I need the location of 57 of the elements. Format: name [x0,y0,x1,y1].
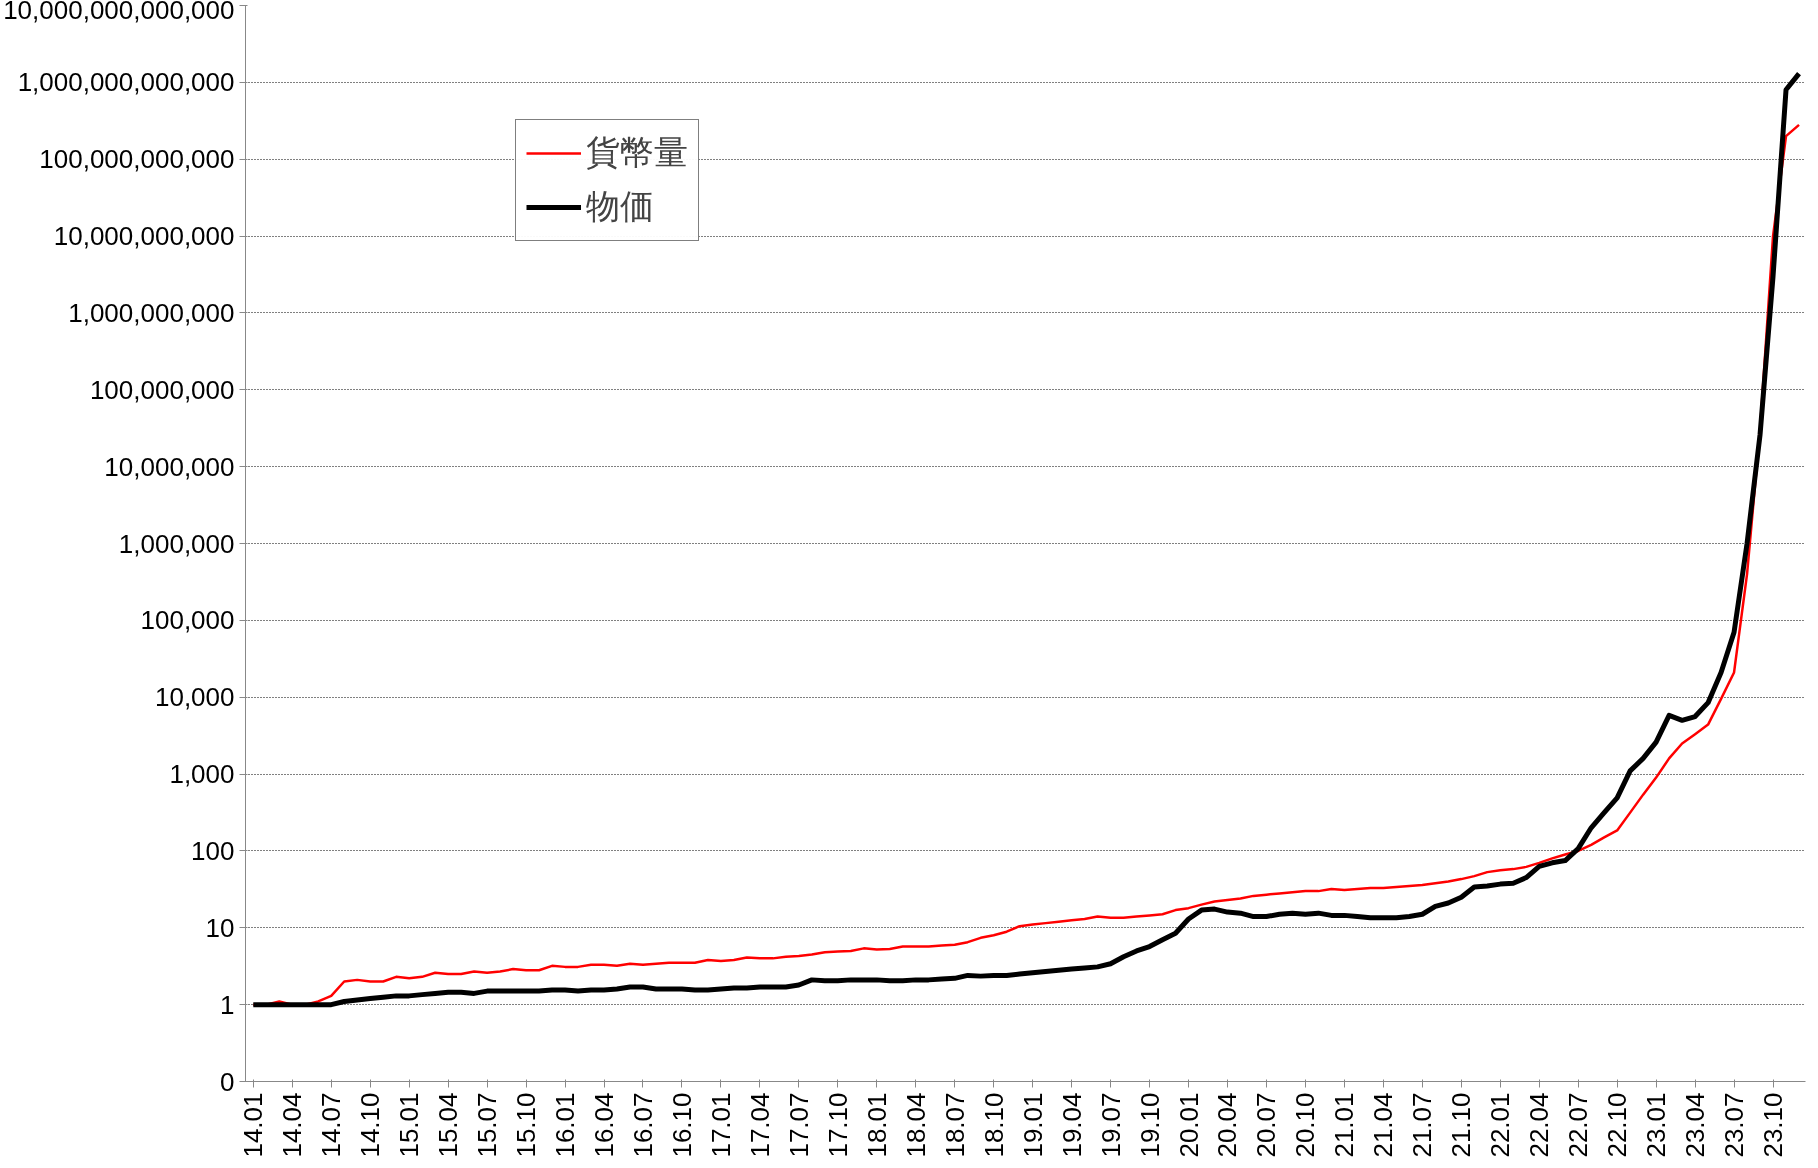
x-tick-label: 15.07 [472,1092,503,1158]
x-tick-label: 15.04 [433,1092,464,1158]
x-tick-label: 22.07 [1563,1092,1594,1158]
x-tick-label: 14.10 [355,1092,386,1158]
y-tick-label: 10,000,000,000,000 [3,0,235,25]
y-tick-label: 10 [205,912,235,943]
y-tick-label: 10,000 [154,682,235,713]
x-tick-label: 22.10 [1602,1092,1633,1158]
x-tick-label: 16.04 [589,1092,619,1158]
y-tick-label: 100 [191,835,235,866]
x-tick-label: 18.07 [939,1092,970,1158]
y-tick-label: 100,000,000,000 [39,144,235,175]
x-tick-label: 14.07 [316,1092,347,1158]
x-tick-label: 21.07 [1407,1092,1438,1158]
x-tick-label: 20.07 [1251,1092,1282,1158]
x-tick-label: 18.01 [861,1092,892,1158]
x-tick-label: 16.01 [550,1092,581,1158]
y-tick-label: 10,000,000,000 [53,221,235,252]
x-tick-label: 18.10 [978,1092,1009,1158]
x-tick-label: 19.07 [1095,1092,1126,1158]
legend-label: 貨幣量 [586,131,688,174]
x-tick-label: 18.04 [900,1092,931,1158]
x-tick-label: 16.10 [666,1092,697,1158]
x-tick-label: 22.04 [1524,1092,1555,1158]
x-tick-label: 16.07 [627,1092,658,1158]
x-tick-label: 23.07 [1719,1092,1750,1158]
y-tick-label: 1,000 [169,759,235,790]
x-tick-label: 23.10 [1758,1092,1789,1158]
x-tick-label: 19.01 [1017,1092,1048,1158]
x-tick-label: 21.10 [1446,1092,1477,1158]
y-tick-label: 100,000,000 [89,374,235,405]
x-tick-label: 15.01 [394,1092,425,1158]
y-tick-label: 10,000,000 [104,451,235,482]
y-tick-label: 1 [220,989,235,1020]
y-tick-label: 0 [220,1066,235,1097]
x-tick-label: 21.04 [1368,1092,1399,1158]
y-tick-label: 1,000,000,000 [68,297,235,328]
x-tick-label: 20.10 [1290,1092,1321,1158]
x-tick-label: 20.04 [1212,1092,1243,1158]
y-tick-label: 100,000 [140,605,235,636]
x-tick-label: 23.04 [1680,1092,1711,1158]
legend-label: 物価 [586,185,654,228]
x-tick-label: 19.04 [1056,1092,1087,1158]
x-tick-label: 17.10 [822,1092,853,1158]
x-tick-label: 19.10 [1134,1092,1165,1158]
x-tick-label: 22.01 [1485,1092,1516,1158]
x-tick-label: 17.01 [705,1092,736,1158]
x-tick-label: 15.10 [511,1092,542,1158]
y-tick-label: 1,000,000,000,000 [17,67,235,98]
x-tick-label: 17.04 [744,1092,775,1158]
y-tick-label: 1,000,000 [118,528,235,559]
x-tick-label: 20.01 [1173,1092,1204,1158]
x-tick-label: 14.01 [238,1092,269,1158]
x-tick-label: 14.04 [277,1092,308,1158]
x-tick-label: 23.01 [1641,1092,1672,1158]
x-tick-label: 21.01 [1329,1092,1360,1158]
x-tick-label: 17.07 [783,1092,814,1158]
